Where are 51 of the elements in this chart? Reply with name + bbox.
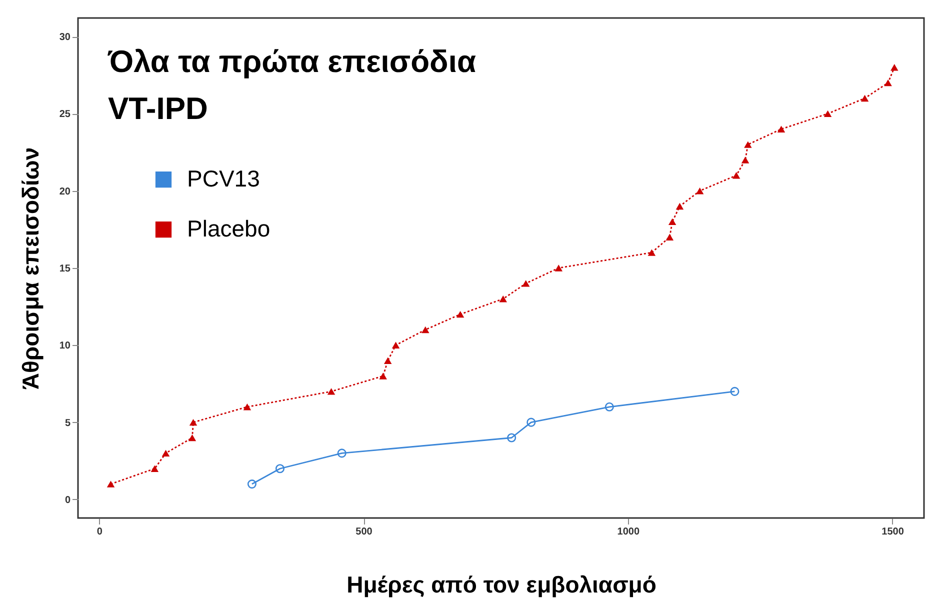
point	[648, 249, 656, 256]
point	[392, 342, 400, 349]
y-tick-label: 0	[64, 494, 71, 506]
y-tick-label: 20	[59, 186, 71, 198]
y-tick-label: 30	[59, 32, 71, 44]
point	[247, 480, 256, 489]
y-tick-label: 15	[59, 264, 71, 274]
point	[668, 218, 676, 226]
x-tick-label: 0	[96, 526, 103, 538]
point	[860, 94, 869, 102]
point	[554, 264, 563, 272]
point	[741, 156, 750, 164]
point	[188, 434, 196, 442]
point	[666, 234, 674, 240]
point	[824, 110, 832, 118]
point	[730, 386, 740, 396]
point	[744, 141, 752, 148]
x-tick-label: 1000	[617, 526, 640, 538]
point	[884, 79, 892, 86]
y-tick-label: 10	[59, 340, 71, 352]
point	[499, 296, 507, 302]
point	[696, 187, 704, 194]
y-tick-label: 5	[64, 418, 71, 429]
x-tick-label: 1500	[882, 526, 904, 538]
point	[275, 464, 285, 474]
point	[732, 172, 740, 179]
point	[150, 465, 159, 472]
text: Όλα τα πρώτα επεισόδια VT-IPD	[107, 44, 476, 126]
point	[327, 388, 336, 395]
y-axis-title: Άθροισμα επεισοδίων	[17, 147, 44, 390]
point	[379, 372, 387, 380]
point	[106, 480, 115, 488]
x-axis-title: Ημέρες από τον εμβολιασμό	[346, 572, 656, 598]
y-tick-label: 25	[59, 109, 71, 120]
point	[507, 433, 516, 442]
point	[422, 326, 430, 334]
legend-label: PCV13	[187, 166, 260, 192]
point	[384, 357, 392, 364]
point	[162, 450, 170, 457]
point	[604, 402, 614, 412]
legend-label: Placebo	[187, 216, 270, 242]
point	[890, 64, 898, 71]
point	[522, 280, 530, 287]
x-tick-label: 500	[356, 526, 373, 538]
point	[456, 310, 464, 318]
point	[189, 418, 198, 426]
point	[337, 448, 346, 458]
point	[243, 404, 252, 410]
point	[777, 126, 786, 132]
point	[526, 418, 536, 427]
point	[676, 202, 684, 210]
